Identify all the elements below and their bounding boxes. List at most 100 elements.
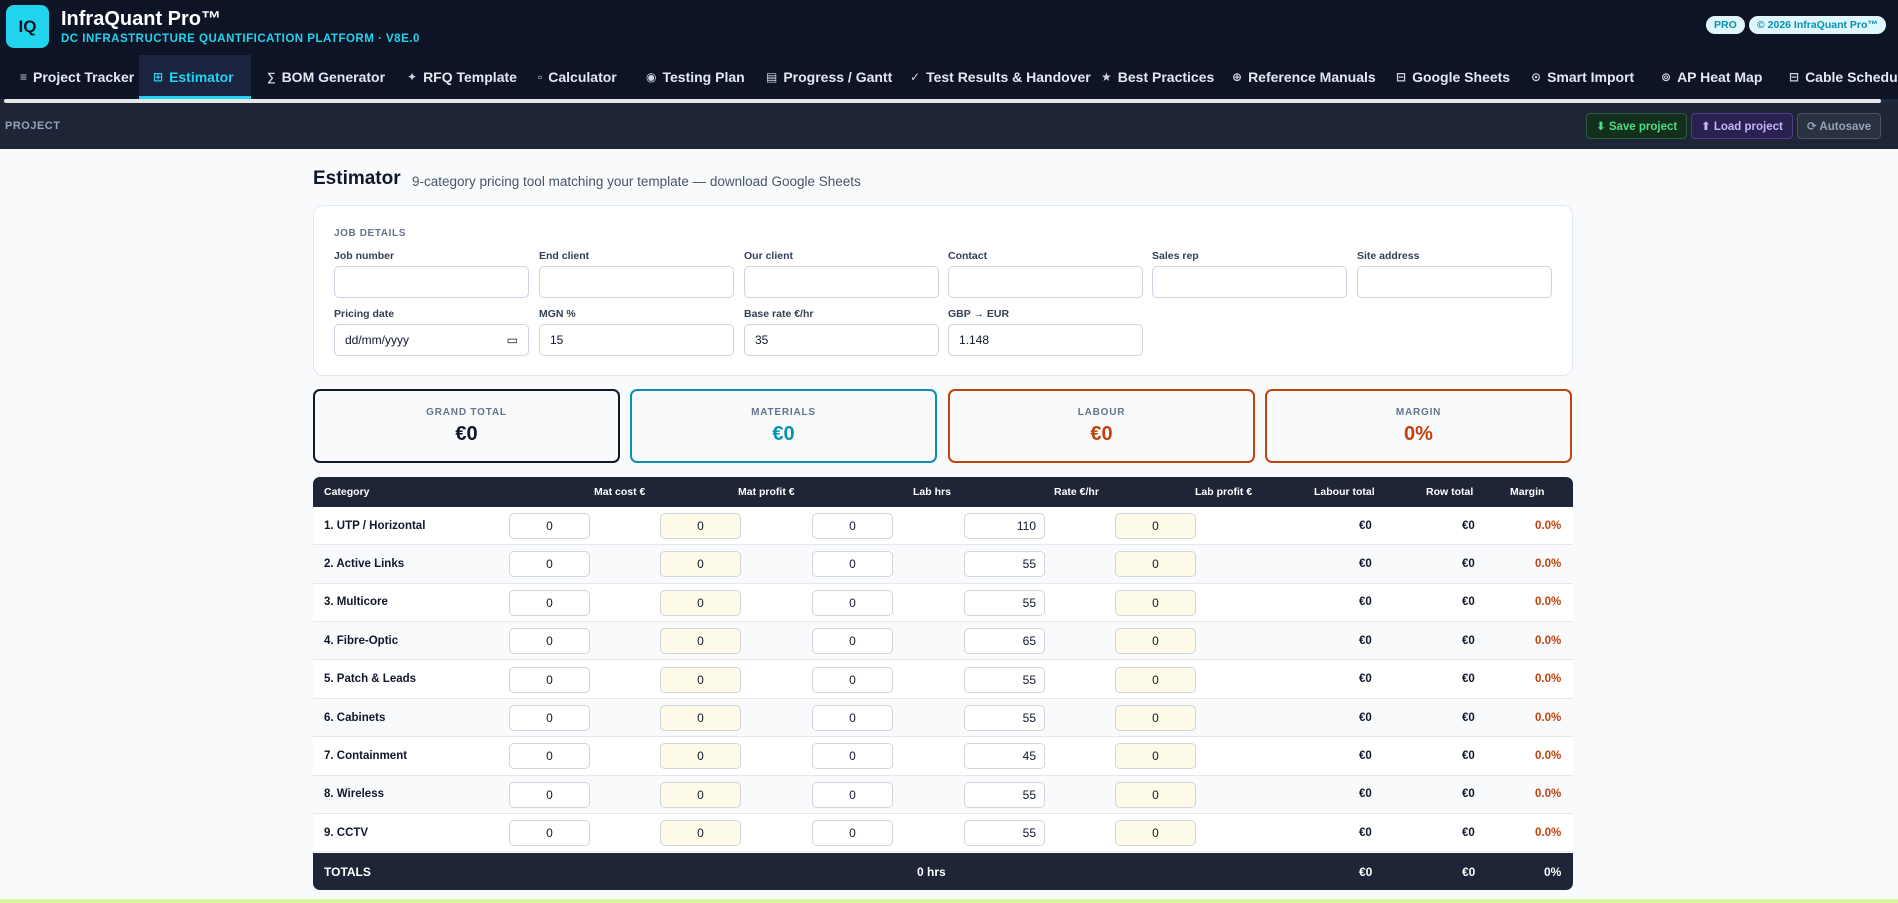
job-number-input[interactable] xyxy=(334,266,529,298)
row-category: 6. Cabinets xyxy=(324,711,386,724)
lab-hrs-input[interactable]: 0 xyxy=(812,666,893,693)
lab-profit-input[interactable]: 0 xyxy=(1115,781,1196,808)
mat-profit-input[interactable]: 0 xyxy=(660,820,741,847)
pricing-date-field: Pricing date dd/mm/yyyy ▭ xyxy=(334,308,529,356)
gbp-eur-field: GBP → EUR 1.148 xyxy=(948,308,1143,356)
tab-testing-plan[interactable]: ◉ Testing Plan xyxy=(646,69,745,85)
mat-profit-input[interactable]: 0 xyxy=(660,743,741,770)
lab-profit-input[interactable]: 0 xyxy=(1115,820,1196,847)
totals-row: TOTALS 0 hrs €0 €0 0% xyxy=(313,853,1573,890)
tab-project-tracker[interactable]: ≡ Project Tracker xyxy=(20,69,135,85)
end-client-input[interactable] xyxy=(539,266,734,298)
labour-total-value: €0 xyxy=(1359,519,1372,532)
mat-cost-input[interactable]: 0 xyxy=(509,820,590,847)
lab-profit-input[interactable]: 0 xyxy=(1115,743,1196,770)
rate-input[interactable]: 110 xyxy=(964,513,1045,539)
mat-cost-input[interactable]: 0 xyxy=(509,666,590,693)
mgn-input[interactable]: 15 xyxy=(539,324,734,356)
lab-hrs-input[interactable]: 0 xyxy=(812,743,893,770)
lab-hrs-input[interactable]: 0 xyxy=(812,628,893,655)
rate-input[interactable]: 55 xyxy=(964,666,1045,693)
check-icon: ✓ xyxy=(910,70,921,84)
rate-input[interactable]: 55 xyxy=(964,589,1045,616)
rate-input[interactable]: 45 xyxy=(964,743,1045,770)
autosave-button[interactable]: ⟳ Autosave xyxy=(1797,113,1882,139)
tab-estimator[interactable]: ⊞ Estimator xyxy=(139,55,251,99)
rate-input[interactable]: 55 xyxy=(964,781,1045,808)
lab-hrs-input[interactable]: 0 xyxy=(812,551,893,578)
lab-profit-input[interactable]: 0 xyxy=(1115,589,1196,616)
rate-input[interactable]: 55 xyxy=(964,705,1045,731)
gbp-eur-input[interactable]: 1.148 xyxy=(948,324,1143,356)
col-mat-profit: Mat profit € xyxy=(738,486,795,498)
mat-cost-input[interactable]: 0 xyxy=(509,781,590,808)
mat-cost-input[interactable]: 0 xyxy=(509,551,590,578)
save-project-button[interactable]: ⬇ Save project xyxy=(1586,113,1688,139)
grand-total-value: €0 xyxy=(455,423,478,445)
lab-hrs-input[interactable]: 0 xyxy=(812,820,893,847)
table-row: 8. Wireless 0 0 0 55 0 €0 €0 0.0% xyxy=(313,775,1573,815)
tab-smart-import[interactable]: ⊙ Smart Import xyxy=(1531,69,1635,85)
sales-rep-field: Sales rep xyxy=(1152,250,1347,298)
mat-cost-input[interactable]: 0 xyxy=(509,705,590,731)
copyright-badge: © 2026 InfraQuant Pro™ xyxy=(1749,16,1886,34)
table-header: Category Mat cost € Mat profit € Lab hrs… xyxy=(313,477,1573,507)
grid-icon: ⊞ xyxy=(153,70,164,84)
mat-cost-input[interactable]: 0 xyxy=(509,589,590,616)
lab-profit-input[interactable]: 0 xyxy=(1115,705,1196,731)
mat-cost-input[interactable]: 0 xyxy=(509,743,590,770)
tab-bom-generator[interactable]: ∑ BOM Generator xyxy=(267,69,386,85)
mat-cost-input[interactable]: 0 xyxy=(509,628,590,655)
sales-rep-input[interactable] xyxy=(1152,266,1347,298)
mat-profit-input[interactable]: 0 xyxy=(660,666,741,693)
site-address-input[interactable] xyxy=(1357,266,1552,298)
mat-cost-input[interactable]: 0 xyxy=(509,513,590,539)
mat-profit-input[interactable]: 0 xyxy=(660,628,741,655)
tab-best-practices[interactable]: ★ Best Practices xyxy=(1101,69,1215,85)
tab-calculator[interactable]: ▫ Calculator xyxy=(538,69,617,85)
mat-profit-input[interactable]: 0 xyxy=(660,551,741,578)
rate-input[interactable]: 65 xyxy=(964,628,1045,655)
col-rate: Rate €/hr xyxy=(1054,486,1099,498)
lab-profit-input[interactable]: 0 xyxy=(1115,513,1196,539)
col-row-total: Row total xyxy=(1426,486,1474,498)
mat-profit-input[interactable]: 0 xyxy=(660,589,741,616)
lab-hrs-input[interactable]: 0 xyxy=(812,589,893,616)
mat-profit-input[interactable]: 0 xyxy=(660,705,741,731)
row-margin-value: 0.0% xyxy=(1535,826,1562,839)
mat-profit-input[interactable]: 0 xyxy=(660,781,741,808)
tab-google-sheets[interactable]: ⊟ Google Sheets xyxy=(1396,69,1511,85)
sum-icon: ∑ xyxy=(267,70,276,84)
totals-row-total: €0 xyxy=(1462,864,1476,879)
our-client-input[interactable] xyxy=(744,266,939,298)
calendar-icon[interactable]: ▭ xyxy=(506,333,518,347)
tab-reference-manuals[interactable]: ⊕ Reference Manuals xyxy=(1232,69,1376,85)
tab-rfq-template[interactable]: ✦ RFQ Template xyxy=(407,69,517,85)
tab-test-results[interactable]: ✓ Test Results & Handover xyxy=(910,69,1091,85)
totals-hours: 0 hrs xyxy=(917,864,946,879)
totals-label: TOTALS xyxy=(324,864,371,879)
row-total-value: €0 xyxy=(1462,596,1475,609)
nav-scrollbar-thumb[interactable] xyxy=(4,99,1881,103)
tab-cable-schedule[interactable]: ⊟ Cable Schedu xyxy=(1789,69,1898,85)
lab-profit-input[interactable]: 0 xyxy=(1115,628,1196,655)
base-rate-input[interactable]: 35 xyxy=(744,324,939,356)
rate-input[interactable]: 55 xyxy=(964,820,1045,847)
row-margin-value: 0.0% xyxy=(1535,788,1562,801)
labour-total-value: €0 xyxy=(1359,826,1372,839)
nav-scrollbar[interactable] xyxy=(0,99,1898,103)
tab-progress-gantt[interactable]: ▤ Progress / Gantt xyxy=(766,69,893,85)
lab-hrs-input[interactable]: 0 xyxy=(812,781,893,808)
contact-input[interactable] xyxy=(948,266,1143,298)
tab-ap-heat-map[interactable]: ⊚ AP Heat Map xyxy=(1661,69,1763,85)
lab-hrs-input[interactable]: 0 xyxy=(812,513,893,539)
lab-profit-input[interactable]: 0 xyxy=(1115,666,1196,693)
rate-input[interactable]: 55 xyxy=(964,551,1045,578)
load-project-button[interactable]: ⬆ Load project xyxy=(1691,113,1793,139)
pricing-date-input[interactable]: dd/mm/yyyy ▭ xyxy=(334,324,529,356)
lab-profit-input[interactable]: 0 xyxy=(1115,551,1196,578)
row-margin-value: 0.0% xyxy=(1535,711,1562,724)
lab-hrs-input[interactable]: 0 xyxy=(812,705,893,731)
mat-profit-input[interactable]: 0 xyxy=(660,513,741,539)
labour-total-value: €0 xyxy=(1359,558,1372,571)
